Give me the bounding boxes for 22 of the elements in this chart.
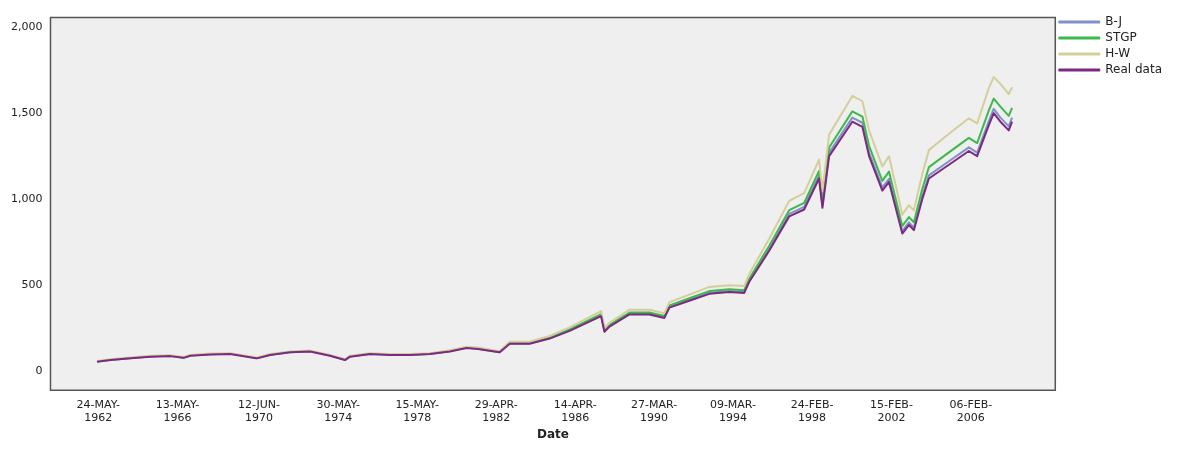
- x-tick-label: 06-FEB-2006: [949, 397, 993, 424]
- x-tick-label: 14-APR-1986: [553, 397, 597, 424]
- y-tick-label: 1,500: [10, 105, 43, 119]
- x-tick-label: 12-JUN-1970: [237, 397, 281, 424]
- legend-label: B-J: [1105, 14, 1123, 29]
- y-tick-label: 1,000: [10, 192, 43, 206]
- x-tick-label: 29-APR-1982: [474, 397, 518, 424]
- legend-label: H-W: [1105, 46, 1131, 61]
- x-tick-label: 13-MAY-1966: [155, 397, 200, 424]
- x-tick-label: 27-MAR-1990: [631, 397, 678, 424]
- x-axis-title: Date: [536, 426, 569, 441]
- x-tick-label: 15-FEB-2002: [870, 397, 913, 424]
- x-tick-label: 24-MAY-1962: [76, 397, 121, 424]
- y-tick-label: 2,000: [10, 19, 43, 33]
- x-tick-label: 30-MAY-1974: [316, 397, 360, 424]
- legend-label: STGP: [1105, 30, 1137, 45]
- y-tick-label: 500: [21, 278, 43, 292]
- legend-label: Real data: [1105, 62, 1163, 77]
- x-tick-label: 09-MAR-1994: [709, 397, 757, 424]
- x-tick-label: 24-FEB-1998: [790, 397, 834, 424]
- y-tick-label: 0: [35, 364, 43, 378]
- x-tick-label: 15-MAY-1978: [395, 397, 439, 424]
